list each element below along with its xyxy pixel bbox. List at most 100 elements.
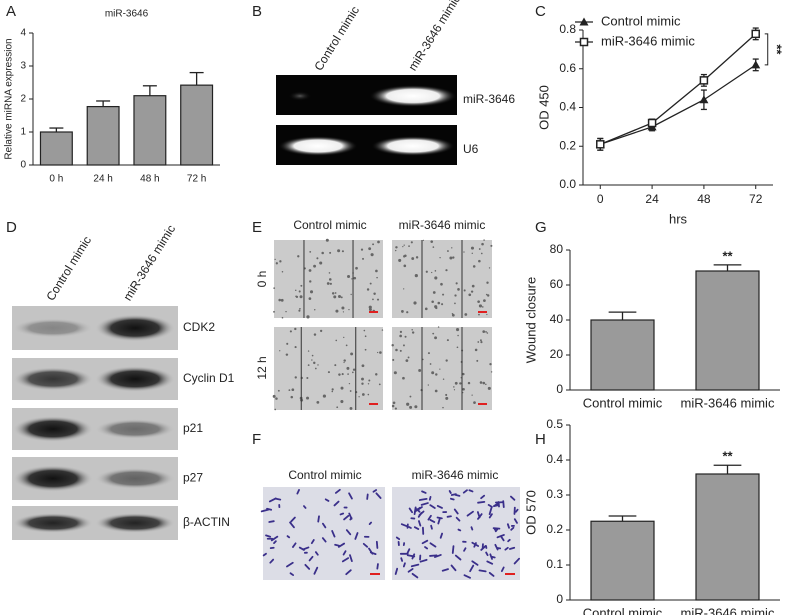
cell: [463, 251, 465, 253]
cell: [294, 346, 297, 349]
cell: [399, 330, 403, 333]
column-header: miR-3646 mimic: [405, 0, 463, 73]
cell: [314, 367, 317, 370]
cell: [334, 364, 337, 367]
cell: [362, 257, 365, 260]
cell: [428, 496, 432, 501]
cell: [291, 388, 295, 392]
cell: [515, 508, 519, 513]
bar: [133, 95, 167, 166]
cell: [340, 296, 343, 299]
cell: [470, 526, 474, 531]
cell: [355, 266, 358, 270]
cell: [480, 494, 486, 500]
cell: [429, 504, 436, 509]
cell: [448, 490, 452, 494]
y-axis-label: Wound closure: [523, 277, 538, 363]
cell: [376, 276, 378, 279]
cell: [432, 332, 435, 335]
cell: [450, 564, 457, 572]
cell: [406, 554, 416, 558]
column-header: miR-3646 mimic: [412, 468, 499, 482]
bar: [695, 473, 760, 601]
cell: [369, 282, 372, 285]
cell: [454, 554, 462, 561]
cell: [414, 405, 418, 409]
cell: [348, 492, 353, 500]
cell: [274, 408, 277, 411]
cell: [342, 550, 347, 556]
cell: [447, 250, 449, 252]
blot-band: [95, 513, 175, 533]
cell: [290, 516, 296, 523]
cell: [476, 511, 481, 519]
cell: [432, 246, 435, 248]
cell: [347, 373, 349, 375]
cell: [457, 334, 459, 337]
cell: [427, 352, 430, 355]
cell: [338, 373, 341, 376]
cell: [437, 518, 441, 525]
cell: [333, 500, 340, 507]
cell: [290, 395, 294, 399]
x-tick-label: 48 h: [140, 174, 159, 185]
cell: [331, 388, 334, 391]
y-tick-label: 0.2: [559, 138, 576, 152]
cell: [302, 546, 310, 551]
cell: [334, 543, 341, 547]
cell: [313, 264, 317, 268]
cell: [463, 574, 472, 579]
blot-band: [95, 419, 175, 439]
cell: [353, 276, 357, 280]
cell: [509, 495, 516, 501]
cell: [425, 270, 428, 273]
cell: [427, 384, 430, 386]
y-tick-label: 0: [556, 592, 563, 606]
cell: [370, 253, 374, 257]
cell: [420, 502, 429, 506]
cell: [476, 359, 479, 362]
cell: [403, 264, 407, 268]
cell: [435, 306, 438, 310]
cell: [331, 390, 334, 393]
cell: [298, 309, 301, 312]
cell: [319, 329, 323, 333]
cell: [408, 245, 410, 247]
cell: [273, 310, 275, 313]
cell: [352, 368, 356, 371]
cell: [431, 271, 433, 274]
y-tick-label: 0: [20, 160, 26, 171]
blot-band: [13, 367, 93, 391]
cell: [298, 290, 301, 293]
cell: [419, 558, 428, 563]
cell: [457, 288, 460, 291]
cell: [327, 371, 330, 374]
cell: [335, 309, 339, 313]
cell: [343, 359, 346, 362]
cell: [286, 342, 289, 345]
cell: [479, 339, 482, 342]
cell: [313, 566, 319, 575]
cell: [418, 369, 422, 372]
cell: [453, 386, 455, 388]
cell: [340, 399, 344, 404]
cell: [491, 556, 496, 559]
cell: [303, 505, 307, 509]
cell: [337, 249, 341, 253]
cell: [331, 292, 335, 295]
micrograph: [274, 327, 383, 410]
cell: [488, 267, 491, 269]
cell: [313, 361, 316, 365]
cell: [309, 290, 314, 294]
band-label: U6: [463, 142, 479, 156]
cell: [331, 530, 336, 538]
cell: [402, 246, 404, 248]
cell: [372, 243, 375, 246]
cell: [411, 328, 413, 331]
cell: [348, 309, 350, 311]
cell: [391, 404, 395, 408]
cell: [329, 282, 332, 285]
cell: [471, 394, 473, 396]
cell: [313, 333, 317, 336]
cell: [492, 527, 501, 530]
